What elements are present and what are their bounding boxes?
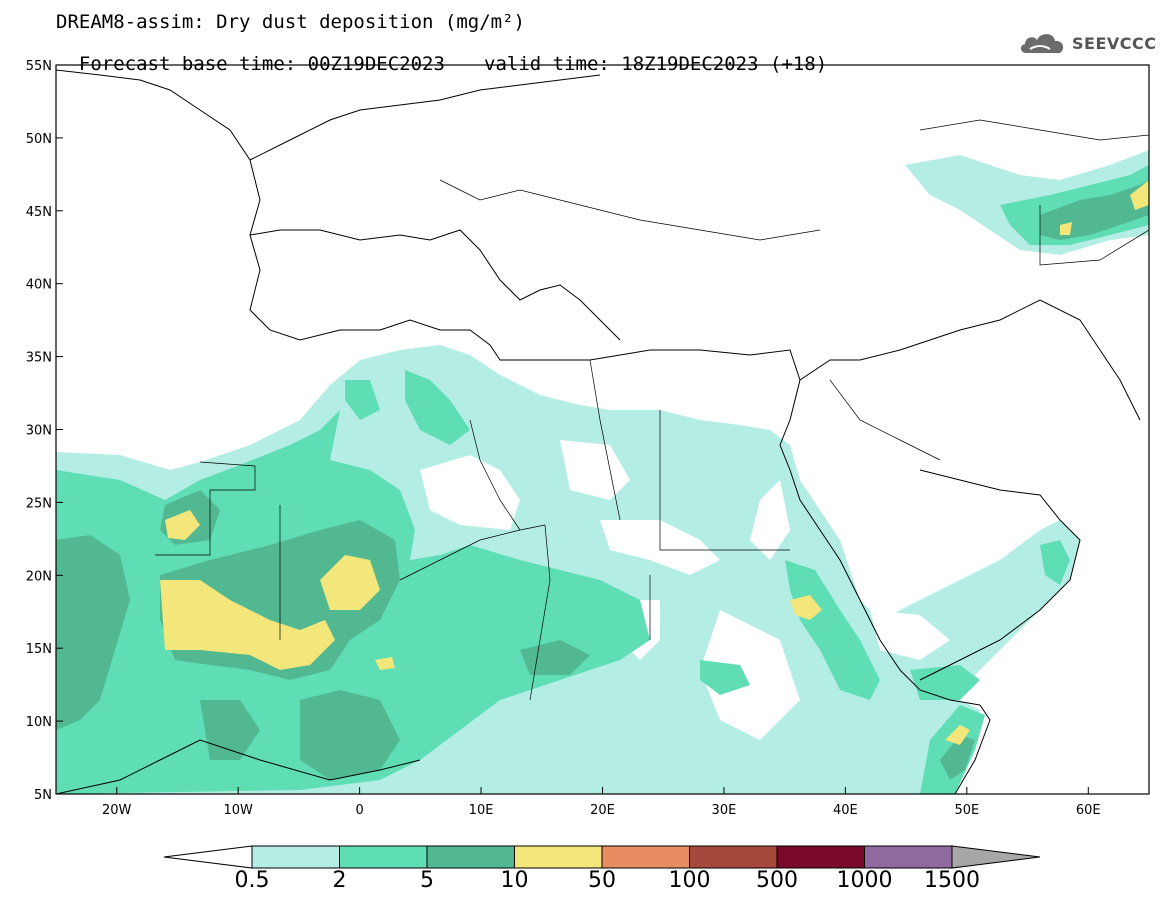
valid-time: valid time: 18Z19DEC2023 (+18)	[484, 53, 828, 75]
colorbar-segment	[601, 845, 690, 869]
x-tick-label: 10W	[223, 803, 253, 818]
x-tick-label: 60E	[1076, 803, 1101, 818]
map-title: DREAM8-assim: Dry dust deposition (mg/m²…	[56, 11, 525, 33]
colorbar-segment	[251, 845, 340, 869]
y-tick-label: 45N	[26, 205, 52, 220]
colorbar-over-arrow	[951, 845, 1041, 869]
x-tick-label: 50E	[954, 803, 979, 818]
colorbar-label: 2	[332, 868, 347, 893]
y-tick-label: 40N	[26, 278, 52, 293]
colorbar-label: 0.5	[234, 868, 270, 893]
y-axis: 5N 10N 15N 20N 25N 30N 35N 40N 45N 50N 55N	[26, 59, 63, 803]
colorbar-segment	[864, 845, 953, 869]
x-tick-label: 20E	[590, 803, 615, 818]
y-tick-label: 15N	[26, 642, 52, 657]
colorbar-under-arrow	[163, 845, 253, 869]
coastlines	[56, 69, 1141, 794]
y-tick-label: 35N	[26, 351, 52, 366]
colorbar-label: 1500	[924, 868, 980, 893]
y-tick-label: 30N	[26, 424, 52, 439]
y-tick-label: 55N	[26, 59, 52, 74]
x-tick-label: 20W	[102, 803, 132, 818]
colorbar-label: 5	[420, 868, 434, 893]
time-info: Forecast base time: 00Z19DEC2023 valid ti…	[56, 36, 827, 75]
colorbar-segment	[426, 845, 515, 869]
x-tick-label: 40E	[833, 803, 858, 818]
dust-deposition-fields	[56, 150, 1149, 794]
deposition-10-50-region	[160, 180, 1149, 745]
cloud-icon	[1020, 34, 1064, 53]
y-tick-label: 10N	[26, 715, 52, 730]
colorbar-label: 500	[756, 868, 798, 893]
forecast-base-time: Forecast base time: 00Z19DEC2023	[78, 53, 445, 75]
y-tick-label: 5N	[34, 788, 52, 803]
x-tick-label: 10E	[469, 803, 494, 818]
colorbar-label: 50	[588, 868, 616, 893]
logo-text: SEEVCCC	[1072, 33, 1157, 53]
x-tick-label: 0	[355, 803, 363, 818]
colorbar-labels: 0.5 2 5 10 50 100 500 1000 1500	[0, 868, 1165, 898]
colorbar	[163, 845, 1041, 869]
colorbar-label: 100	[668, 868, 711, 893]
seevccc-logo: SEEVCCC	[1018, 28, 1157, 58]
y-tick-label: 20N	[26, 569, 52, 584]
colorbar-label: 1000	[836, 868, 893, 893]
colorbar-segment	[514, 845, 603, 869]
x-axis: 20W 10W 0 10E 20E 30E 40E 50E 60E	[102, 787, 1101, 818]
colorbar-segment	[689, 845, 778, 869]
colorbar-segment	[339, 845, 428, 869]
y-tick-label: 25N	[26, 496, 52, 511]
x-tick-label: 30E	[712, 803, 737, 818]
country-borders	[155, 119, 1149, 701]
colorbar-segment	[776, 845, 865, 869]
y-tick-label: 50N	[26, 132, 52, 147]
colorbar-label: 10	[500, 868, 529, 893]
